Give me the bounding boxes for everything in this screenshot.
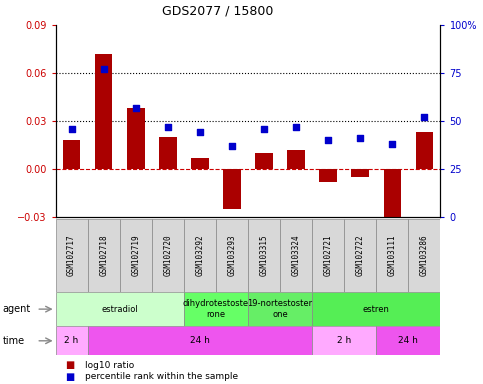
Bar: [384, 169, 401, 222]
Bar: [159, 137, 177, 169]
Bar: [319, 169, 337, 182]
Text: percentile rank within the sample: percentile rank within the sample: [85, 372, 238, 381]
Bar: [280, 219, 312, 292]
Bar: [248, 219, 280, 292]
Text: time: time: [2, 336, 25, 346]
Bar: [376, 219, 409, 292]
Text: 19-nortestoster
one: 19-nortestoster one: [247, 300, 313, 319]
Bar: [409, 219, 440, 292]
Bar: [95, 54, 113, 169]
Bar: [344, 219, 376, 292]
Text: GSM102718: GSM102718: [99, 235, 108, 276]
Bar: [312, 326, 376, 355]
Point: [292, 124, 300, 130]
Point: [421, 114, 428, 120]
Bar: [120, 219, 152, 292]
Bar: [312, 219, 344, 292]
Text: 2 h: 2 h: [337, 336, 352, 345]
Text: GDS2077 / 15800: GDS2077 / 15800: [162, 5, 273, 18]
Bar: [56, 292, 184, 326]
Bar: [63, 140, 80, 169]
Text: GSM102721: GSM102721: [324, 235, 333, 276]
Text: GSM103292: GSM103292: [196, 235, 204, 276]
Point: [132, 104, 140, 111]
Bar: [376, 326, 440, 355]
Point: [325, 137, 332, 143]
Bar: [56, 326, 87, 355]
Text: 24 h: 24 h: [190, 336, 210, 345]
Bar: [87, 326, 312, 355]
Bar: [352, 169, 369, 177]
Text: ■: ■: [65, 372, 74, 382]
Text: GSM103324: GSM103324: [292, 235, 300, 276]
Text: estradiol: estradiol: [101, 305, 138, 314]
Text: GSM102719: GSM102719: [131, 235, 140, 276]
Text: GSM103293: GSM103293: [227, 235, 237, 276]
Point: [356, 135, 364, 141]
Text: GSM103111: GSM103111: [388, 235, 397, 276]
Text: GSM103286: GSM103286: [420, 235, 429, 276]
Point: [196, 129, 204, 136]
Bar: [312, 292, 440, 326]
Text: agent: agent: [2, 304, 30, 314]
Text: dihydrotestoste
rone: dihydrotestoste rone: [183, 300, 249, 319]
Bar: [216, 219, 248, 292]
Point: [68, 126, 75, 132]
Bar: [87, 219, 120, 292]
Point: [228, 143, 236, 149]
Text: ■: ■: [65, 360, 74, 370]
Bar: [191, 158, 209, 169]
Text: GSM102717: GSM102717: [67, 235, 76, 276]
Bar: [255, 153, 273, 169]
Text: 24 h: 24 h: [398, 336, 418, 345]
Text: 2 h: 2 h: [64, 336, 79, 345]
Point: [260, 126, 268, 132]
Bar: [248, 292, 312, 326]
Bar: [56, 219, 87, 292]
Point: [388, 141, 396, 147]
Text: estren: estren: [363, 305, 390, 314]
Bar: [223, 169, 241, 209]
Text: log10 ratio: log10 ratio: [85, 361, 134, 370]
Text: GSM102720: GSM102720: [163, 235, 172, 276]
Bar: [152, 219, 184, 292]
Text: GSM103315: GSM103315: [259, 235, 269, 276]
Bar: [184, 219, 216, 292]
Bar: [184, 292, 248, 326]
Point: [100, 66, 108, 72]
Bar: [416, 132, 433, 169]
Bar: [287, 150, 305, 169]
Bar: [127, 108, 144, 169]
Text: GSM102722: GSM102722: [356, 235, 365, 276]
Point: [164, 124, 171, 130]
